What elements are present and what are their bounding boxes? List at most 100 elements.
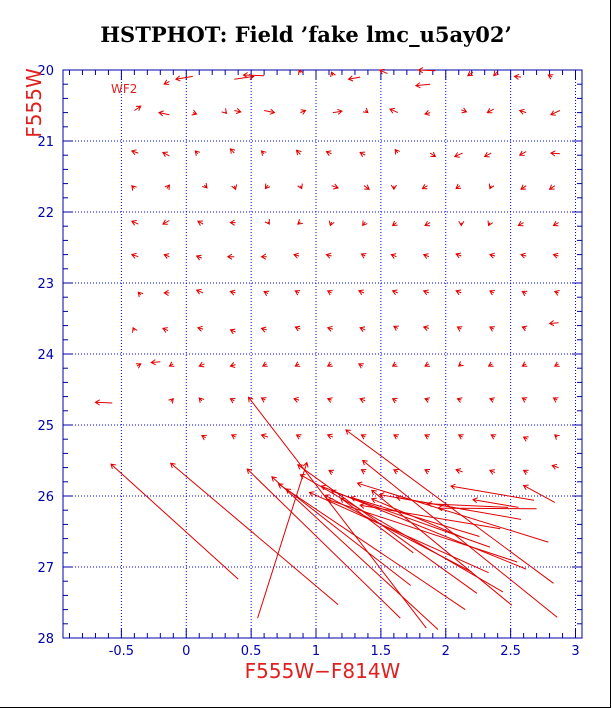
short-vector-path	[357, 363, 364, 369]
short-vector-path	[553, 290, 560, 296]
short-vector-path	[158, 110, 170, 117]
short-vector	[294, 361, 301, 367]
short-vector-path	[548, 184, 556, 190]
short-vector	[326, 397, 333, 403]
x-tick-label: 0	[182, 644, 190, 659]
short-vector	[552, 252, 559, 259]
short-vector-path	[229, 219, 236, 226]
short-vector	[326, 290, 333, 296]
y-tick-label: 22	[37, 206, 54, 221]
short-vector-path	[393, 469, 399, 475]
short-vector-path	[229, 328, 236, 335]
short-vector-path	[130, 149, 139, 156]
short-vector-path	[461, 107, 468, 114]
x-tick-label: 2	[442, 644, 450, 659]
short-vector-path	[521, 361, 528, 367]
short-vector	[347, 75, 361, 82]
short-vector	[234, 108, 242, 114]
short-vector	[391, 398, 398, 404]
short-vector	[393, 469, 399, 475]
short-vector-path	[488, 183, 495, 190]
short-vector-path	[221, 108, 228, 115]
short-vector-path	[260, 326, 267, 333]
chart-title: HSTPHOT: Field ’fake lmc_u5ay02’	[100, 22, 512, 47]
short-vector	[483, 152, 492, 158]
short-vector-path	[328, 469, 335, 476]
short-vector-path	[360, 253, 367, 259]
short-vector-path	[489, 290, 495, 296]
long-vector-path	[371, 489, 513, 606]
short-vector	[522, 469, 529, 476]
short-vector-path	[378, 68, 388, 75]
short-vector	[195, 288, 204, 295]
short-vector-path	[325, 150, 332, 156]
short-vector-path	[391, 361, 398, 367]
short-vector	[168, 361, 175, 367]
short-vector	[229, 362, 236, 368]
long-vector	[356, 481, 549, 543]
short-vector-path	[521, 397, 528, 403]
short-vector-path	[552, 397, 559, 403]
short-vector-path	[131, 184, 137, 191]
short-vector-path	[362, 107, 369, 114]
short-vector-path	[198, 361, 205, 368]
short-vector-path	[424, 361, 431, 367]
short-vector-path	[163, 79, 170, 85]
short-vector	[158, 110, 170, 117]
short-vector	[293, 396, 300, 403]
short-vector-path	[550, 110, 561, 116]
long-vector	[285, 488, 412, 586]
short-vector-path	[362, 220, 368, 227]
short-vector	[458, 220, 465, 227]
short-vector	[363, 184, 370, 190]
short-vector-path	[553, 361, 560, 367]
short-vector	[163, 253, 170, 259]
long-vector	[110, 463, 239, 580]
short-vector-path	[297, 219, 303, 225]
short-vector-path	[174, 75, 193, 82]
long-vector-path	[247, 396, 427, 629]
short-vector	[393, 325, 399, 331]
short-vector	[260, 150, 267, 156]
short-vector-path	[162, 151, 170, 157]
long-vector-path	[356, 481, 549, 543]
short-vector-path	[455, 183, 462, 190]
short-vector	[457, 434, 464, 440]
long-vector-path	[370, 497, 465, 539]
short-vector	[162, 219, 170, 225]
short-vector-path	[390, 184, 397, 191]
y-tick-label: 27	[37, 561, 54, 576]
short-vector-path	[513, 73, 522, 80]
short-vector-path	[326, 361, 333, 367]
short-vector-path	[226, 253, 235, 260]
short-vector	[394, 148, 400, 155]
short-vector-path	[551, 463, 559, 470]
short-vector-path	[264, 183, 271, 190]
short-vector	[424, 110, 431, 116]
short-vector	[297, 183, 303, 190]
short-vector-path	[94, 399, 113, 406]
short-vector-path	[487, 220, 493, 227]
short-vector-path	[234, 108, 242, 114]
short-vector-path	[331, 183, 340, 190]
short-vector-path	[229, 289, 236, 296]
x-tick-label: 1.5	[371, 644, 392, 659]
short-vector	[357, 289, 365, 296]
short-vector-path	[554, 434, 560, 440]
long-vector	[169, 462, 339, 605]
short-vector	[455, 289, 462, 296]
short-vector-path	[466, 70, 474, 77]
short-vector-path	[417, 67, 436, 74]
short-vector-path	[359, 326, 366, 333]
short-vector	[518, 108, 527, 115]
short-vector-path	[424, 220, 431, 227]
long-vector-path	[326, 497, 518, 563]
short-vector-path	[229, 362, 236, 368]
short-vector-path	[260, 150, 267, 156]
short-vector-path	[552, 252, 559, 259]
short-vector-path	[202, 182, 208, 189]
short-vector	[455, 183, 462, 190]
short-vector	[424, 361, 431, 367]
short-vector-path	[421, 183, 428, 190]
